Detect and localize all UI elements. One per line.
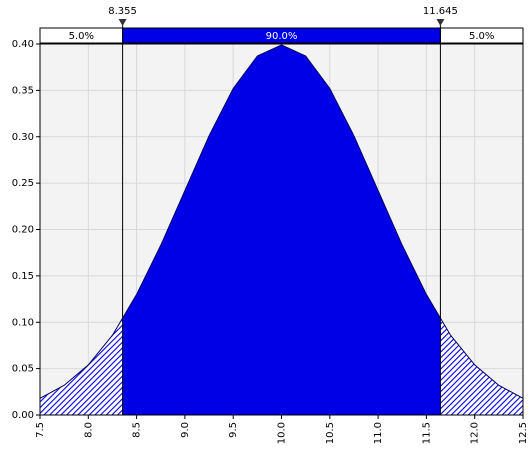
x-tick-label: 12.0 [470, 422, 481, 444]
y-tick-label: 0.35 [12, 85, 34, 96]
x-tick-label: 7.5 [35, 422, 46, 438]
interval-label: 5.0% [69, 31, 94, 42]
y-tick-label: 0.40 [12, 39, 34, 50]
plot-border [39, 43, 524, 416]
center-area [122, 44, 441, 415]
interval-label: 90.0% [266, 31, 298, 42]
x-tick-label: 10.5 [325, 422, 336, 444]
interval-label: 5.0% [469, 31, 494, 42]
x-tick-label: 9.0 [180, 422, 191, 438]
x-tick-label: 9.5 [228, 422, 239, 438]
y-tick-label: 0.25 [12, 178, 34, 189]
bound-marker [436, 19, 445, 26]
x-tick-label: 8.5 [132, 422, 143, 438]
bound-label: 11.645 [423, 6, 458, 17]
x-tick-label: 12.5 [518, 422, 529, 444]
y-tick-label: 0.00 [12, 410, 34, 421]
x-tick-label: 8.0 [83, 422, 94, 438]
x-tick-label: 10.0 [277, 422, 288, 444]
y-tick-label: 0.10 [12, 317, 34, 328]
bound-label: 8.355 [108, 6, 137, 17]
y-tick-label: 0.30 [12, 132, 34, 143]
bound-marker [118, 19, 127, 26]
curve [39, 44, 524, 399]
y-tick-label: 0.20 [12, 225, 34, 236]
y-tick-label: 0.15 [12, 271, 34, 282]
x-tick-label: 11.5 [421, 422, 432, 444]
y-tick-label: 0.05 [12, 364, 34, 375]
x-tick-label: 11.0 [373, 422, 384, 444]
